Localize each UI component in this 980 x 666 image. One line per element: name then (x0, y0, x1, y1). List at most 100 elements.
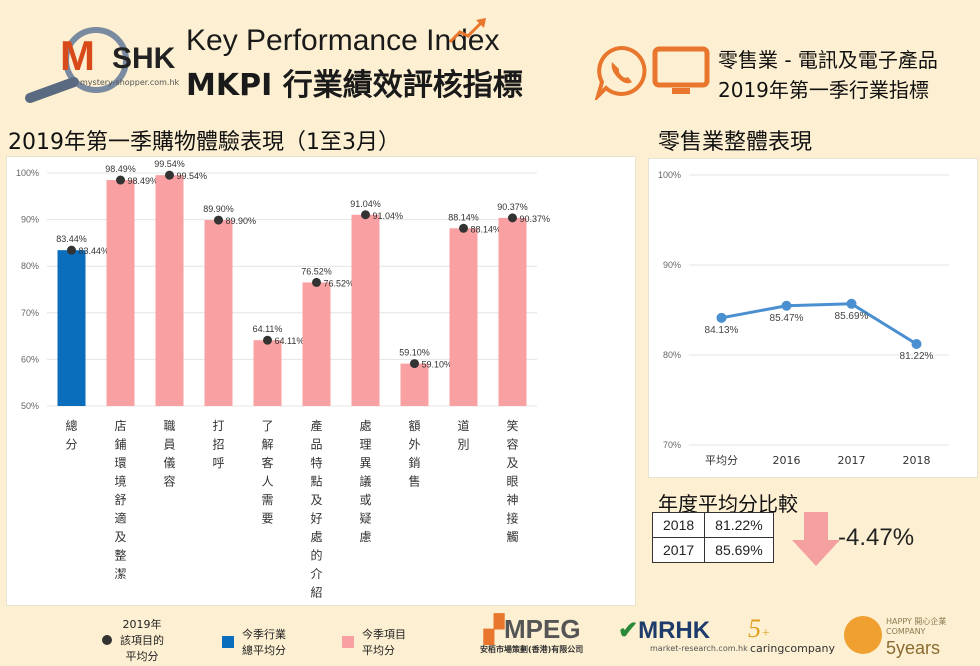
x-tick-label: 別 (457, 438, 469, 452)
logo-name: SHK (112, 42, 176, 75)
legend-pink-label: 今季項目 平均分 (362, 628, 406, 657)
x-tick-label: 整 (114, 548, 126, 563)
bar-value-label: 64.11% (253, 324, 283, 334)
x-tick-label: 笑 (506, 418, 518, 433)
bar-chart-panel: 50% 60% 70% 80% 90% 100% 83.44% 83.44% 總分 98.49% 9… (6, 156, 636, 606)
point-value-label: 98.49% (128, 176, 159, 186)
caring-company-logo: 5+ caringcompany (748, 614, 840, 662)
mpeg-logo: ▞MPEG (484, 614, 581, 645)
point-value-label: 83.44% (79, 246, 110, 256)
x-tick-label: 了 (261, 419, 273, 433)
x-tick-label: 潔 (114, 567, 126, 581)
x-tick-label: 異 (359, 456, 371, 470)
difference-value: -4.47% (838, 524, 915, 551)
caring-text: caringcompany (750, 642, 836, 655)
down-arrow-icon (792, 512, 840, 566)
y-tick-label: 100% (658, 170, 681, 180)
x-tick-label: 分 (65, 438, 77, 452)
x-tick-label: 儀 (163, 456, 175, 470)
data-point (67, 245, 76, 255)
x-tick-label: 外 (408, 438, 420, 452)
series-line (721, 302, 918, 346)
line-chart: 70% 80% 90% 100% 84.13% 平均分 85.47% 2016 85.69% 20… (658, 170, 949, 467)
caring-five-icon: 5+ (748, 614, 771, 643)
bar-value-label: 99.54% (154, 159, 185, 169)
point-value-label: 59.10% (422, 360, 453, 370)
mpeg-subtitle: 安栢市場策劃(香港)有限公司 (480, 645, 584, 654)
title-chinese: MKPI 行業績效評核指標 (186, 68, 523, 103)
bar-value-label: 76.52% (301, 266, 332, 276)
data-point (361, 210, 370, 220)
legend-dot-label: 2019年 該項目的 平均分 (120, 618, 164, 663)
y-tick-label: 100% (16, 168, 39, 178)
point-value-label: 64.11% (275, 336, 305, 346)
x-tick-label: 打 (212, 419, 224, 433)
x-tick-label: 的 (310, 548, 322, 563)
data-point (116, 175, 125, 185)
bar (400, 363, 429, 406)
bar (57, 250, 86, 406)
happy-company-logo: HAPPY 開心企業 COMPANY 5years (844, 614, 978, 664)
data-point (781, 300, 792, 311)
legend-pink: 今季項目 平均分 (342, 626, 406, 658)
bar-value-label: 90.37% (497, 202, 528, 212)
x-tick-label: 觸 (506, 529, 518, 544)
mrhk-check-icon: ✔ (618, 617, 639, 644)
line-chart-panel: 70% 80% 90% 100% 84.13% 平均分 85.47% 2016 85.69% 20… (648, 158, 978, 478)
bar-value-label: 88.14% (448, 212, 479, 222)
data-point (214, 215, 223, 225)
x-tick-label: 總 (65, 418, 77, 433)
x-tick-label: 店 (114, 419, 126, 433)
line-chart-title: 零售業整體表現 (658, 130, 813, 155)
bar (204, 220, 233, 406)
x-tick-label: 職 (163, 419, 175, 433)
x-tick-label: 員 (163, 438, 175, 452)
x-tick-label: 處 (359, 419, 371, 433)
bar-value-label: 59.10% (399, 348, 430, 358)
monitor-icon (652, 46, 710, 94)
y-tick-label: 90% (663, 260, 681, 270)
x-tick-label: 2017 (838, 454, 866, 467)
x-tick-label: 點 (310, 475, 322, 489)
bar-value-label: 98.49% (105, 164, 136, 174)
point-value-label: 90.37% (520, 214, 551, 224)
legend-blue: 今季行業 總平均分 (222, 626, 286, 658)
x-tick-label: 理 (359, 438, 371, 452)
data-point (846, 298, 857, 309)
x-tick-label: 售 (408, 474, 420, 489)
mrhk-logo: ✔MRHK (618, 616, 710, 645)
bar (449, 228, 478, 406)
y-tick-label: 70% (21, 308, 39, 318)
x-tick-label: 或 (359, 493, 371, 507)
data-point (459, 223, 468, 233)
x-tick-label: 議 (359, 475, 371, 489)
x-tick-label: 平均分 (705, 454, 738, 467)
x-tick-label: 環 (114, 456, 126, 470)
x-tick-label: 及 (310, 493, 322, 507)
bar (302, 282, 331, 406)
x-tick-label: 2018 (903, 454, 931, 467)
bar-value-label: 89.90% (203, 204, 234, 214)
x-tick-label: 人 (261, 475, 273, 489)
mpeg-text: MPEG (504, 614, 581, 644)
data-point (312, 277, 321, 287)
mpeg-mark-icon: ▞ (484, 614, 504, 644)
bar-chart: 50% 60% 70% 80% 90% 100% 83.44% 83.44% 總分 98.49% 9… (16, 159, 551, 599)
y-tick-label: 90% (21, 215, 39, 225)
happy-years: 5years (886, 638, 941, 658)
point-value-label: 81.22% (900, 351, 934, 362)
x-tick-label: 容 (506, 437, 518, 452)
x-tick-label: 招 (212, 438, 224, 452)
data-point (911, 339, 922, 350)
period-title: 2019年第一季行業指標 (718, 78, 929, 102)
point-value-label: 85.69% (835, 311, 869, 322)
happy-circle-icon (844, 616, 882, 654)
logo-url: mystery-shopper.com.hk (80, 78, 180, 87)
point-value-label: 85.47% (770, 313, 804, 324)
x-tick-label: 呼 (212, 456, 224, 470)
data-point (410, 359, 419, 369)
x-tick-label: 境 (114, 474, 126, 489)
point-value-label: 89.90% (226, 216, 257, 226)
dot-icon (102, 635, 112, 645)
x-tick-label: 客 (261, 455, 273, 470)
